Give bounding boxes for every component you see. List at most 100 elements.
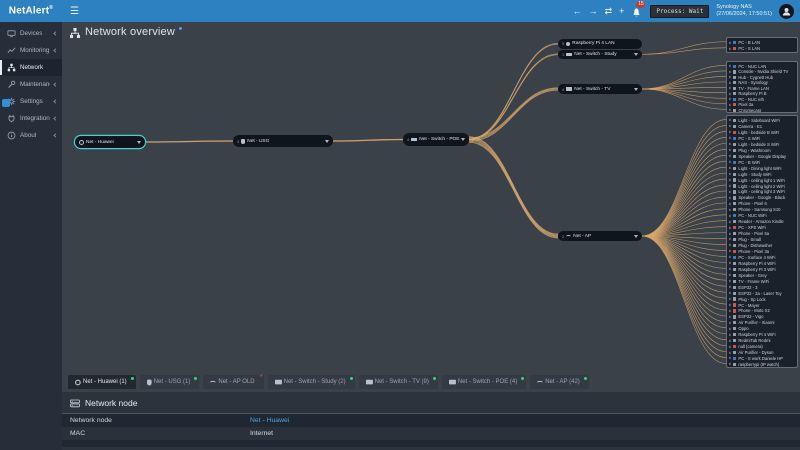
device-row-pc-s-lan[interactable]: PC - S LAN [729,46,796,52]
device-name: Phone - Pixel 3a [738,248,770,254]
device-row-phone-pixel-6[interactable]: Phone - Pixel 6 [729,201,796,207]
notifications-bell-icon[interactable]: 15 [631,1,646,17]
node-raspberry-pi-4-lan[interactable]: 5 Raspberry Pi 4 LAN [558,39,642,49]
device-row-light-bedside-b-wifi[interactable]: Light - bedside B WiFi [729,130,796,136]
device-row-chromecast[interactable]: Chromecast [729,108,796,112]
tab-net-ap-old[interactable]: Net - AP OLD * [203,374,264,389]
node-tab-bar: Net - Huawei (1) Net - USG (1) Net - AP OL… [68,374,589,389]
node-net-switch-poe[interactable]: 4 Net - Switch - POE [403,133,469,146]
shield-icon [241,138,246,144]
device-row-speaker-google-display[interactable]: Speaker - Google Display [729,153,796,159]
device-row-pc-nuc-eth[interactable]: PC - NUC eth [729,97,796,102]
device-row-pc-xps-wifi[interactable]: PC - XPS WiFi [729,225,796,231]
device-row-air-purifier-xiaomi[interactable]: Air Purifier - Xiaomi [729,320,796,326]
move-icon[interactable]: + [619,5,625,16]
chevron-down-icon[interactable] [634,234,638,238]
device-row-raspberry-pi-3-wifi[interactable]: Raspberry Pi 3 WiFi [729,266,796,272]
node-net-huawei[interactable]: Net - Huawei [75,136,145,148]
user-avatar[interactable] [779,3,794,19]
sidebar-pin-indicator[interactable] [2,99,10,107]
chevron-down-icon[interactable] [137,140,141,144]
device-row-light-dining-light-wifi[interactable]: Light - Dining light WiFi [729,165,796,171]
node-net-switch-tv[interactable]: 4 Net - Switch - TV [558,84,642,94]
device-row-speaker-grey[interactable]: Speaker - Grey [729,272,796,278]
hamburger-menu-icon[interactable]: ☰ [70,5,79,17]
device-row-plug-sp-lock[interactable]: Plug - Sp Lock [729,296,796,302]
device-row-tv-frame-lan[interactable]: TV - Frame LAN [729,86,796,91]
device-row-pc-mayer[interactable]: PC - Mayer [729,302,796,308]
arrow-forward-icon[interactable]: → [588,5,598,16]
node-net-switch-study[interactable]: 1 Net - Switch - Study [558,49,642,59]
device-row-raspberry-pi-4-wifi[interactable]: Raspberry Pi 4 WiFi [729,332,796,338]
device-row-raspberry-pi-4-wifi[interactable]: Raspberry Pi 4 WiFi [729,260,796,266]
node-net-usg[interactable]: 3 Net - USG [233,135,333,147]
device-row-oppo[interactable]: Oppo [729,326,796,332]
chevron-down-icon[interactable] [634,52,638,56]
device-row-light-sideboard-wifi[interactable]: Light - Sideboard WiFi [729,118,796,124]
device-row-air-purifier-dyson[interactable]: Air Purifier - Dyson [729,350,796,356]
device-row-console-nvidia-shield-tv[interactable]: Console - Nvidia Shield TV [729,69,796,74]
device-row-redmitab-redmi[interactable]: RedmiTab Redmi [729,338,796,344]
device-row-esp32-3[interactable]: ESP32 - 3 [729,284,796,290]
device-row-light-ceiling-light-2-wifi[interactable]: Light - ceiling light 2 WiFi [729,183,796,189]
sidebar-item-devices[interactable]: Devices [0,25,62,42]
device-row-pc-b-lan[interactable]: PC - B LAN [729,40,796,46]
device-row-pc-s-wifi[interactable]: PC - S WiFi [729,135,796,141]
chevron-left-icon [729,339,732,343]
device-row-pc-surface-4-wifi[interactable]: PC - Surface 4 WiFi [729,254,796,260]
chevron-down-icon[interactable] [461,138,466,141]
tab-net-switch-study-2[interactable]: Net - Switch - Study (2) [267,375,355,389]
device-row-tv-frame-wifi[interactable]: TV - Frame WiFi [729,278,796,284]
tab-net-switch-tv-9[interactable]: Net - Switch - TV (9) [358,375,438,389]
sidebar-item-integrations[interactable]: Integrations [0,110,62,127]
device-row-raspberry-pi-b[interactable]: Raspberry Pi B [729,91,796,96]
device-row-nas-synology[interactable]: NAS - Synology [729,80,796,85]
device-row-light-bedside-s-wifi[interactable]: Light - bedside S WiFi [729,141,796,147]
device-row-pc-nuc-wifi[interactable]: PC - NUC WiFi [729,213,796,219]
device-row-camera-e1[interactable]: Camera - E1 [729,124,796,130]
device-row-hub-cygnett-hub[interactable]: Hub - Cygnett Hub [729,75,796,80]
device-row-raspberrypi-ip-watch[interactable]: raspberrypi (IP watch) [729,362,796,367]
device-row-plug-dishwasher[interactable]: Plug - Dishwasher [729,243,796,249]
device-row-pc-nuc-lan[interactable]: PC - NUC LAN [729,64,796,69]
chevron-down-icon[interactable] [634,87,638,91]
device-row-phone-samsung-s10[interactable]: Phone - Samsung S10 [729,207,796,213]
device-row-esp32-vigo[interactable]: ESP32 - Vigo [729,314,796,320]
device-name: Plug - Washroom [738,147,771,153]
device-row-phone-moto-x2[interactable]: Phone - Moto X2 [729,308,796,314]
device-row-plug-small[interactable]: Plug - Small [729,237,796,243]
device-row-plug-washroom[interactable]: Plug - Washroom [729,147,796,153]
node-net-ap[interactable]: 2 Net - AP [558,231,642,241]
tab-net-usg-1[interactable]: Net - USG (1) [139,375,200,389]
tab-net-switch-poe-4[interactable]: Net - Switch - POE (4) [441,375,527,389]
device-row-light-ceiling-light-1-wifi[interactable]: Light - ceiling light 1 WiFi [729,177,796,183]
device-name: Light - ceiling light 1 WiFi [738,177,785,183]
arrow-back-icon[interactable]: ← [572,5,582,16]
device-row-phone-pixel-3a[interactable]: Phone - Pixel 3a [729,249,796,255]
device-icon [733,267,737,271]
refresh-icon[interactable]: ⇄ [604,5,613,16]
chevron-down-icon[interactable] [325,139,329,143]
device-row-light-study-wifi[interactable]: Light - Study WiFi [729,171,796,177]
device-name: PC - NUC eth [738,96,764,102]
property-value-link[interactable]: Net - Huawei [250,417,290,424]
device-row-phone-pixel-6a[interactable]: Phone - Pixel 6a [729,231,796,237]
sidebar-item-monitoring[interactable]: Monitoring [0,42,62,59]
device-row-pc-s-work-daniele-hp[interactable]: PC - S work Daniele HP [729,356,796,362]
device-name: Phone - Pixel 6a [738,231,770,237]
tab-net-ap-42[interactable]: Net - AP (42) [530,375,589,389]
sidebar-item-about[interactable]: About [0,127,62,144]
port-number: 4 [562,86,565,92]
sidebar-item-network[interactable]: Network [0,59,62,76]
device-row-pc-b-wifi[interactable]: PC - B WiFi [729,159,796,165]
device-row-null-camera[interactable]: null (camera) [729,344,796,350]
device-row-reader-amazon-kindle[interactable]: Reader - Amazon Kindle [729,219,796,225]
device-row-pixel-3a[interactable]: Pixel 3a [729,102,796,107]
device-row-speaker-google-black[interactable]: Speaker - Google - Black [729,195,796,201]
device-name: Air Purifier - Xiaomi [738,320,775,326]
device-row-light-ceiling-light-3-wifi[interactable]: Light - ceiling light 3 WiFi [729,189,796,195]
device-icon [733,291,737,295]
device-row-esp32-3a-laser-toy[interactable]: ESP32 - 3a - Laser Toy [729,290,796,296]
tab-net-huawei-1[interactable]: Net - Huawei (1) [68,375,136,389]
sidebar-item-maintenance[interactable]: Maintenance [0,76,62,93]
